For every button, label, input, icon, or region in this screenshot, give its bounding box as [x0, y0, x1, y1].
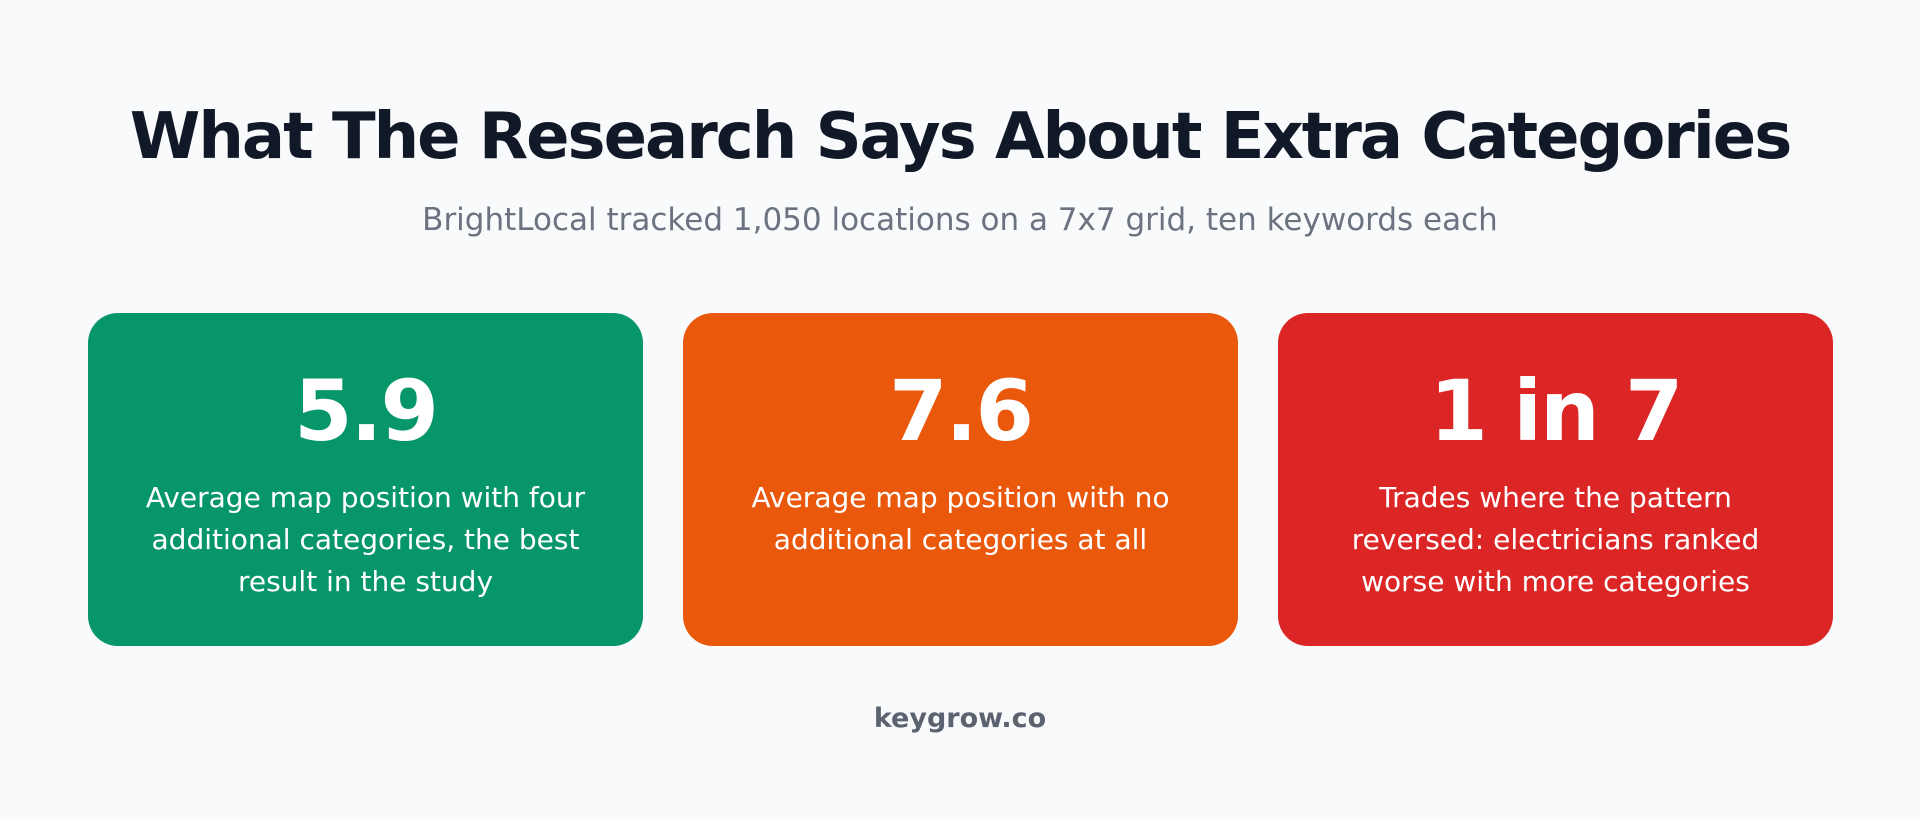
stat-description: Average map position with four additiona… — [145, 481, 586, 598]
subtitle: BrightLocal tracked 1,050 locations on a… — [422, 202, 1498, 238]
stat-value: 7.6 — [889, 362, 1034, 460]
stat-card: 5.9 Average map position with four additi… — [88, 313, 643, 646]
stat-description: Average map position with no additional … — [751, 481, 1170, 556]
stat-card: 1 in 7 Trades where the pattern reversed:… — [1278, 313, 1833, 646]
stat-description: Trades where the pattern reversed: elect… — [1351, 481, 1760, 598]
footer: keygrow.co — [873, 703, 1047, 734]
stat-card: 7.6 Average map position with no addition… — [683, 313, 1238, 646]
title: What The Research Says About Extra Categ… — [129, 100, 1793, 174]
card-row: 5.9 Average map position with four additi… — [88, 313, 1833, 646]
stat-value: 5.9 — [294, 362, 439, 460]
stat-value: 1 in 7 — [1429, 362, 1684, 460]
